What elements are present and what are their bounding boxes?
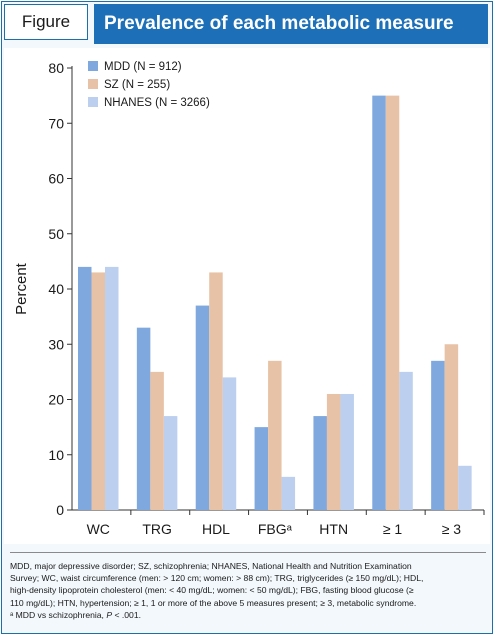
- chart-area: 0 10 20 30 40 50 60 70 80 Percent WC TRG HDL FBGᵃ HTN ≥…: [4, 48, 490, 544]
- bar: [163, 416, 178, 510]
- bar: [313, 416, 327, 510]
- footnote-divider: [10, 552, 486, 553]
- legend-swatch: [88, 79, 98, 89]
- bar: [91, 272, 105, 510]
- legend-swatch: [88, 61, 98, 71]
- legend-swatch: [88, 97, 98, 107]
- y-tick-label: 20: [48, 392, 64, 408]
- p-value: < .001.: [112, 609, 141, 620]
- bar: [222, 377, 237, 510]
- footnote-note: ᵃ MDD vs schizophrenia, P < .001.: [10, 609, 486, 621]
- footnote-line-1: MDD, major depressive disorder; SZ, schi…: [10, 561, 412, 571]
- bar: [431, 360, 445, 510]
- y-tick-label: 60: [48, 171, 64, 187]
- y-tick-label: 40: [48, 281, 64, 297]
- legend-entry: SZ (N = 255): [104, 79, 170, 91]
- bar: [254, 427, 269, 510]
- bar: [268, 360, 282, 510]
- y-axis-label: Percent: [13, 262, 30, 315]
- bar: [78, 266, 92, 510]
- bar: [195, 305, 210, 510]
- footnote-line-2: Survey; WC, waist circumference (men: > …: [10, 573, 424, 584]
- bar: [372, 95, 386, 510]
- bar: [340, 393, 354, 510]
- footnote-line-3: high-density lipoprotein cholesterol (me…: [10, 585, 414, 596]
- legend-entry: MDD (N = 912): [104, 61, 182, 73]
- chart-title: Prevalence of each metabolic measure: [94, 4, 488, 44]
- y-tick-label: 50: [48, 226, 64, 242]
- bar: [385, 95, 400, 510]
- p-symbol: P: [106, 609, 113, 620]
- footnote-line-4: 110 mg/dL); HTN, hypertension; ≥ 1, 1 or…: [10, 597, 417, 608]
- note-marker: ᵃ: [10, 609, 14, 620]
- x-tick-label: HDL: [202, 521, 230, 537]
- bar: [458, 465, 472, 510]
- figure-label: Figure: [4, 4, 88, 40]
- note-text: MDD vs schizophrenia,: [15, 609, 107, 620]
- bar: [281, 476, 296, 510]
- bar: [326, 393, 341, 510]
- y-tick-label: 0: [56, 502, 64, 518]
- legend-entry: NHANES (N = 3266): [104, 97, 210, 109]
- bar: [444, 344, 459, 510]
- bar: [209, 272, 223, 510]
- x-tick-label: ≥ 1: [383, 521, 403, 537]
- y-tick-label: 30: [48, 336, 64, 352]
- y-tick-label: 10: [48, 447, 64, 463]
- x-tick-label: FBGᵃ: [258, 521, 293, 537]
- x-tick-label: WC: [87, 521, 110, 537]
- x-tick-label: HTN: [319, 521, 348, 537]
- bar-chart: 0 10 20 30 40 50 60 70 80 Percent WC TRG HDL FBGᵃ HTN ≥…: [13, 60, 485, 537]
- footnote: MDD, major depressive disorder; SZ, schi…: [10, 560, 486, 621]
- bar: [399, 371, 413, 510]
- x-tick-label: TRG: [142, 521, 172, 537]
- x-tick-label: ≥ 3: [442, 521, 462, 537]
- bar: [150, 371, 164, 510]
- y-tick-label: 80: [48, 60, 64, 76]
- y-tick-label: 70: [48, 115, 64, 131]
- bar: [136, 327, 151, 510]
- bar: [105, 266, 119, 510]
